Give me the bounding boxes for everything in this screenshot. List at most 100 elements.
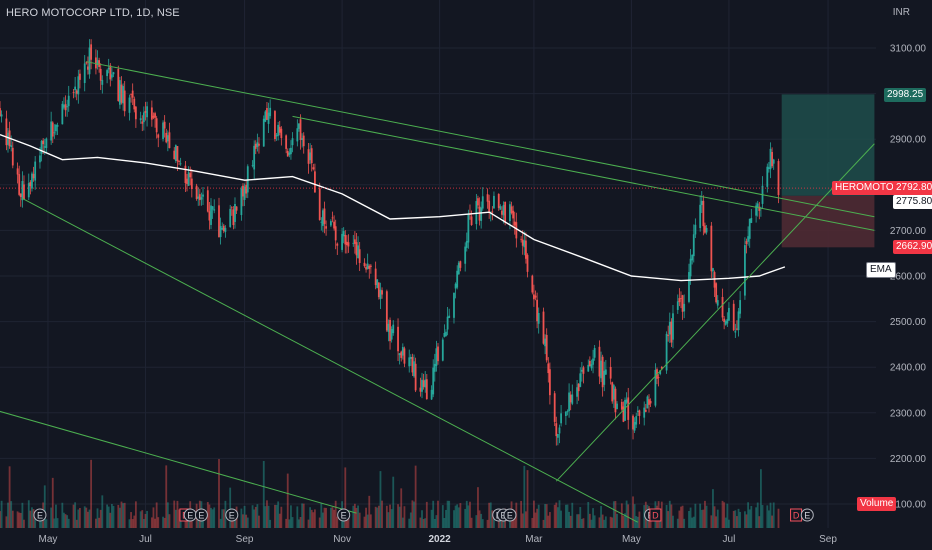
candle <box>23 175 25 200</box>
candle <box>154 111 156 128</box>
volume-bar <box>130 512 132 528</box>
trendline[interactable] <box>292 115 875 231</box>
volume-bar <box>620 503 623 528</box>
candle <box>178 159 180 166</box>
event-marker-e[interactable]: E <box>225 508 239 522</box>
volume-bar <box>531 517 534 528</box>
volume-bar <box>526 470 529 528</box>
candle <box>648 394 650 413</box>
position-zones[interactable] <box>781 94 875 248</box>
candle <box>702 195 705 236</box>
candle <box>74 76 77 98</box>
candle <box>83 55 86 92</box>
volume-bar <box>592 508 594 528</box>
event-marker-e[interactable]: E <box>503 508 517 522</box>
candle <box>232 206 235 230</box>
grid-lines <box>0 0 876 528</box>
candle <box>620 398 623 411</box>
volume-bar <box>568 511 570 528</box>
candle <box>353 231 356 254</box>
candle <box>772 158 775 170</box>
volume-bar <box>411 500 414 528</box>
symbol-title[interactable]: HERO MOTOCORP LTD, 1D, NSE <box>6 7 180 19</box>
volume-bar <box>392 476 395 528</box>
candle <box>269 99 272 119</box>
volume-bar <box>421 510 423 528</box>
volume-bar <box>488 502 491 528</box>
trendline[interactable] <box>0 399 357 514</box>
candle <box>448 308 451 319</box>
time-axis[interactable]: May Jul Sep Nov 2022 Mar May Jul Sep <box>39 534 838 545</box>
volume-bar <box>710 515 713 528</box>
candle <box>491 206 494 221</box>
volume-bar <box>155 502 158 528</box>
volume-bar <box>670 504 673 528</box>
candle <box>309 143 312 165</box>
volume-bar <box>128 519 131 528</box>
volume-bar <box>761 505 764 528</box>
candle <box>274 110 276 142</box>
candle <box>262 115 265 147</box>
candle <box>88 39 91 79</box>
volume-bar <box>571 502 574 528</box>
volume-bar <box>55 504 57 528</box>
volume-bar <box>245 514 248 528</box>
x-tick-label: Jul <box>723 534 736 545</box>
volume-bar <box>758 516 761 528</box>
candle <box>264 110 267 123</box>
event-marker-label: E <box>198 511 204 521</box>
event-marker-e[interactable]: E <box>194 508 208 522</box>
volume-bar <box>678 510 681 528</box>
candle <box>155 115 158 139</box>
candle <box>310 145 313 172</box>
volume-bar <box>413 501 415 528</box>
target-zone[interactable] <box>781 94 875 196</box>
candle <box>166 130 169 152</box>
symbol-badge[interactable]: HEROMOTOCO <box>832 181 912 195</box>
event-marker-e[interactable]: E <box>800 508 814 522</box>
volume-legend-badge[interactable]: Volume <box>857 497 897 511</box>
volume-bar <box>600 505 602 528</box>
candle <box>19 193 22 207</box>
volume-bar <box>39 519 41 528</box>
event-markers[interactable]: EDEEEEEEEEDDE <box>33 508 814 522</box>
candle <box>144 101 147 121</box>
trendline[interactable] <box>555 143 875 482</box>
event-marker-e[interactable]: E <box>183 508 197 522</box>
candle <box>691 254 694 265</box>
volume-bar <box>363 516 366 528</box>
candle <box>588 356 591 367</box>
y-tick-label: 2600.00 <box>890 272 927 283</box>
volume-bar <box>627 504 630 528</box>
candle <box>95 49 97 75</box>
candle <box>210 198 212 230</box>
volume-bar <box>715 516 718 528</box>
candle <box>580 361 583 382</box>
candle <box>409 354 412 366</box>
volume-bar <box>459 503 462 528</box>
volume-bar <box>325 507 328 528</box>
candle <box>767 161 770 173</box>
candle <box>134 106 137 128</box>
candle <box>45 137 48 154</box>
trendline[interactable] <box>22 198 639 523</box>
trendlines[interactable] <box>0 61 875 523</box>
x-tick-label: Nov <box>333 534 351 545</box>
event-marker-d[interactable]: D <box>790 508 803 522</box>
volume-bar <box>221 509 224 528</box>
volume-bar <box>408 518 411 528</box>
event-marker-e[interactable]: E <box>337 508 351 522</box>
candle <box>266 101 268 121</box>
trendline[interactable] <box>86 61 875 218</box>
volume-bar <box>96 508 99 528</box>
volume-bar <box>560 510 562 528</box>
ema-legend-badge[interactable]: EMA <box>866 262 896 278</box>
event-marker-d[interactable]: D <box>649 508 662 522</box>
event-marker-e[interactable]: E <box>33 508 47 522</box>
stop-price-badge: 2662.90 <box>893 240 932 254</box>
candle <box>179 157 182 166</box>
target-price-badge: 2998.25 <box>884 88 927 102</box>
candle <box>587 359 590 372</box>
candle <box>219 217 222 245</box>
